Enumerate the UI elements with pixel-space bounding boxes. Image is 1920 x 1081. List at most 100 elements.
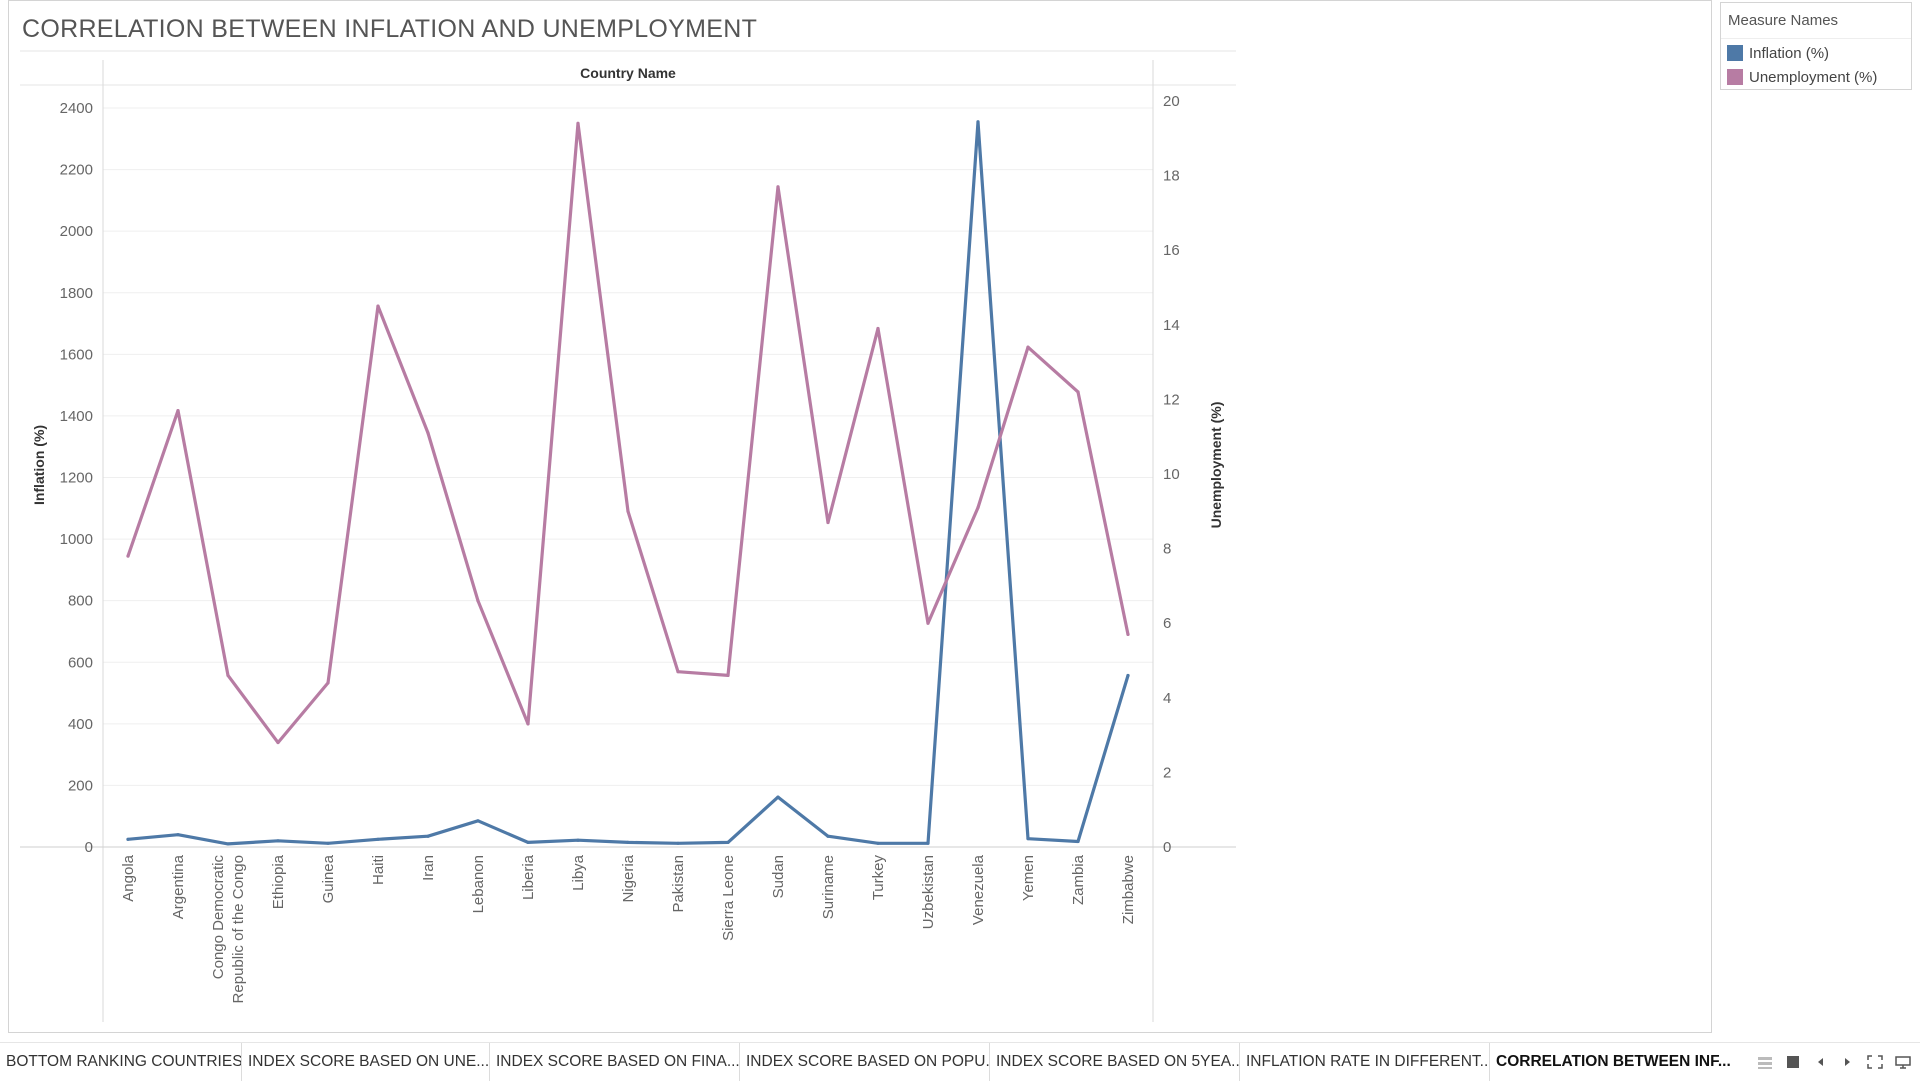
- inflation-point: [826, 834, 830, 838]
- inflation-point: [1126, 673, 1130, 678]
- x-tick-label: Suriname: [820, 855, 837, 919]
- tab-inflation-rate[interactable]: INFLATION RATE IN DIFFERENT...: [1240, 1043, 1490, 1081]
- inflation-point: [376, 837, 380, 841]
- x-tick-label: Venezuela: [970, 854, 987, 925]
- fullscreen-icon[interactable]: [1866, 1055, 1884, 1071]
- unemployment-point: [626, 509, 630, 513]
- tab-index-score-unemployment[interactable]: INDEX SCORE BASED ON UNE...: [242, 1043, 490, 1081]
- y-tick-label: 0: [85, 839, 93, 856]
- unemployment-point: [776, 185, 780, 189]
- y-tick-label: 400: [68, 716, 93, 733]
- unemployment-point: [876, 326, 880, 331]
- inflation-point: [426, 834, 430, 838]
- y-tick-label: 1400: [60, 408, 93, 425]
- x-tick-label: Nigeria: [620, 854, 637, 902]
- unemployment-point: [276, 740, 280, 745]
- inflation-point: [776, 795, 780, 799]
- y2-tick-label: 10: [1163, 466, 1180, 483]
- x-tick-label: Sudan: [770, 855, 787, 898]
- unemployment-point: [526, 722, 530, 726]
- single-view-icon[interactable]: [1784, 1055, 1802, 1071]
- inflation-point: [726, 840, 730, 844]
- unemployment-point: [176, 408, 180, 413]
- y-tick-label: 2400: [60, 100, 93, 117]
- tab-index-score-financial[interactable]: INDEX SCORE BASED ON FINA...: [490, 1043, 740, 1081]
- inflation-point: [1076, 839, 1080, 844]
- y2-tick-label: 0: [1163, 839, 1171, 856]
- present-icon[interactable]: [1894, 1055, 1912, 1071]
- inflation-point: [876, 841, 880, 845]
- y2-axis-title: Unemployment (%): [1208, 402, 1224, 529]
- x-tick-label: Iran: [420, 855, 437, 881]
- y-tick-label: 2200: [60, 162, 93, 179]
- legend-divider: [1721, 38, 1911, 39]
- y-tick-label: 1200: [60, 470, 93, 487]
- x-tick-label: Zambia: [1070, 854, 1087, 905]
- y2-tick-label: 16: [1163, 242, 1180, 259]
- unemployment-point: [326, 681, 330, 685]
- y2-tick-label: 12: [1163, 391, 1180, 408]
- y2-tick-label: 20: [1163, 93, 1180, 110]
- x-tick-label: Guinea: [320, 854, 337, 903]
- legend-label-unemployment: Unemployment (%): [1749, 69, 1878, 86]
- inflation-point: [626, 840, 630, 844]
- inflation-point: [1026, 837, 1030, 841]
- legend: Measure Names Inflation (%) Unemployment…: [1720, 2, 1912, 90]
- y-tick-label: 1800: [60, 285, 93, 302]
- unemployment-point: [576, 121, 580, 125]
- x-tick-label: Uzbekistan: [920, 855, 937, 929]
- y2-tick-label: 6: [1163, 615, 1171, 632]
- prev-arrow-icon[interactable]: [1812, 1055, 1830, 1071]
- unemployment-point: [726, 673, 730, 678]
- x-tick-label: Ethiopia: [270, 854, 287, 909]
- inflation-series-line: [126, 120, 1130, 846]
- y2-tick-label: 2: [1163, 764, 1171, 781]
- inflation-point: [526, 840, 530, 844]
- inflation-point: [226, 842, 230, 846]
- y2-tick-label: 8: [1163, 541, 1171, 558]
- x-tick-label: Angola: [120, 854, 137, 901]
- unemployment-series-line: [126, 121, 1130, 745]
- y-tick-label: 800: [68, 593, 93, 610]
- unemployment-point: [226, 673, 230, 678]
- unemployment-point: [926, 621, 930, 625]
- inflation-point: [676, 841, 680, 845]
- x-axis-title: Country Name: [580, 65, 676, 81]
- inflation-point: [926, 841, 930, 845]
- inflation-point: [326, 841, 330, 845]
- legend-item-inflation[interactable]: Inflation (%): [1727, 45, 1829, 62]
- tab-correlation[interactable]: CORRELATION BETWEEN INF...: [1496, 1053, 1731, 1070]
- x-tick-label: Turkey: [870, 855, 887, 901]
- x-tick-label: Zimbabwe: [1120, 855, 1137, 924]
- x-tick-label: Haiti: [370, 855, 387, 885]
- x-tick-label: Libya: [570, 854, 587, 891]
- y2-tick-label: 4: [1163, 690, 1171, 707]
- unemployment-point: [376, 304, 380, 308]
- x-tick-label: Liberia: [520, 854, 537, 900]
- unemployment-point: [676, 670, 680, 674]
- x-tick-label: Sierra Leone: [720, 855, 737, 941]
- inflation-point: [476, 819, 480, 823]
- grid-view-icon[interactable]: [1756, 1055, 1774, 1071]
- inflation-point: [976, 120, 980, 124]
- y-tick-label: 200: [68, 777, 93, 794]
- tab-index-score-5year[interactable]: INDEX SCORE BASED ON 5YEA...: [990, 1043, 1240, 1081]
- inflation-point: [276, 839, 280, 843]
- unemployment-point: [1076, 390, 1080, 394]
- dashboard-panel: CORRELATION BETWEEN INFLATION AND UNEMPL…: [8, 0, 1712, 1033]
- inflation-point: [576, 838, 580, 842]
- tab-index-score-population[interactable]: INDEX SCORE BASED ON POPU...: [740, 1043, 990, 1081]
- x-tick-label: Argentina: [170, 854, 187, 919]
- y-tick-label: 600: [68, 654, 93, 671]
- chart: Country Name0200400600800100012001400160…: [20, 50, 1236, 1022]
- legend-swatch-unemployment: [1727, 69, 1743, 85]
- unemployment-point: [476, 599, 480, 603]
- x-tick-label: Pakistan: [670, 855, 687, 913]
- y-tick-label: 1600: [60, 346, 93, 363]
- next-arrow-icon[interactable]: [1838, 1055, 1856, 1071]
- legend-item-unemployment[interactable]: Unemployment (%): [1727, 69, 1877, 86]
- unemployment-point: [126, 554, 130, 558]
- tab-bottom-ranking-countries[interactable]: BOTTOM RANKING COUNTRIES: [0, 1043, 242, 1081]
- y2-tick-label: 18: [1163, 168, 1180, 185]
- x-tick-label: Yemen: [1020, 855, 1037, 901]
